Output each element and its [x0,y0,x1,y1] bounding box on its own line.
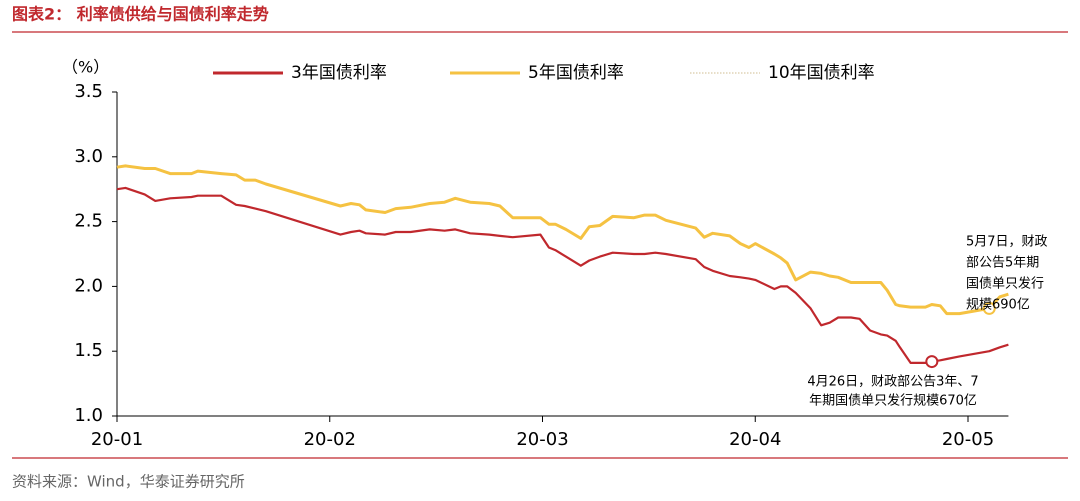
x-tick-label: 20-03 [516,429,568,450]
y-tick-label: 2.0 [74,275,103,296]
highlight-point [925,355,939,369]
y-tick-label: 2.5 [74,211,103,232]
annotation: 规模690亿 [966,298,1030,313]
y-tick-label: 1.5 [74,340,103,361]
series-line [116,164,1009,316]
x-tick-label: 20-01 [91,429,143,450]
y-tick-label: 3.5 [74,81,103,102]
y-unit: （%） [62,58,109,77]
chart-title: 图表2： 利率债供给与国债利率走势 [12,5,269,24]
annotation: 5月7日，财政 [966,235,1048,250]
y-tick-label: 1.0 [74,405,103,426]
series-line [116,186,1009,364]
x-tick-label: 20-02 [304,429,356,450]
annotation: 4月26日，财政部公告3年、7 [807,375,978,390]
legend-label: 5年国债利率 [528,63,624,83]
annotation: 国债单只发行 [966,276,1044,292]
x-tick-label: 20-05 [942,429,994,450]
highlight-point [982,301,996,315]
legend-label: 3年国债利率 [291,63,387,83]
x-tick-label: 20-04 [729,429,781,450]
annotation: 年期国债单只发行规模670亿 [809,393,977,409]
legend-label: 10年国债利率 [768,63,875,83]
y-tick-label: 3.0 [74,146,103,167]
source: 资料来源：Wind，华泰证券研究所 [12,473,245,491]
annotation: 部公告5年期 [966,256,1039,271]
